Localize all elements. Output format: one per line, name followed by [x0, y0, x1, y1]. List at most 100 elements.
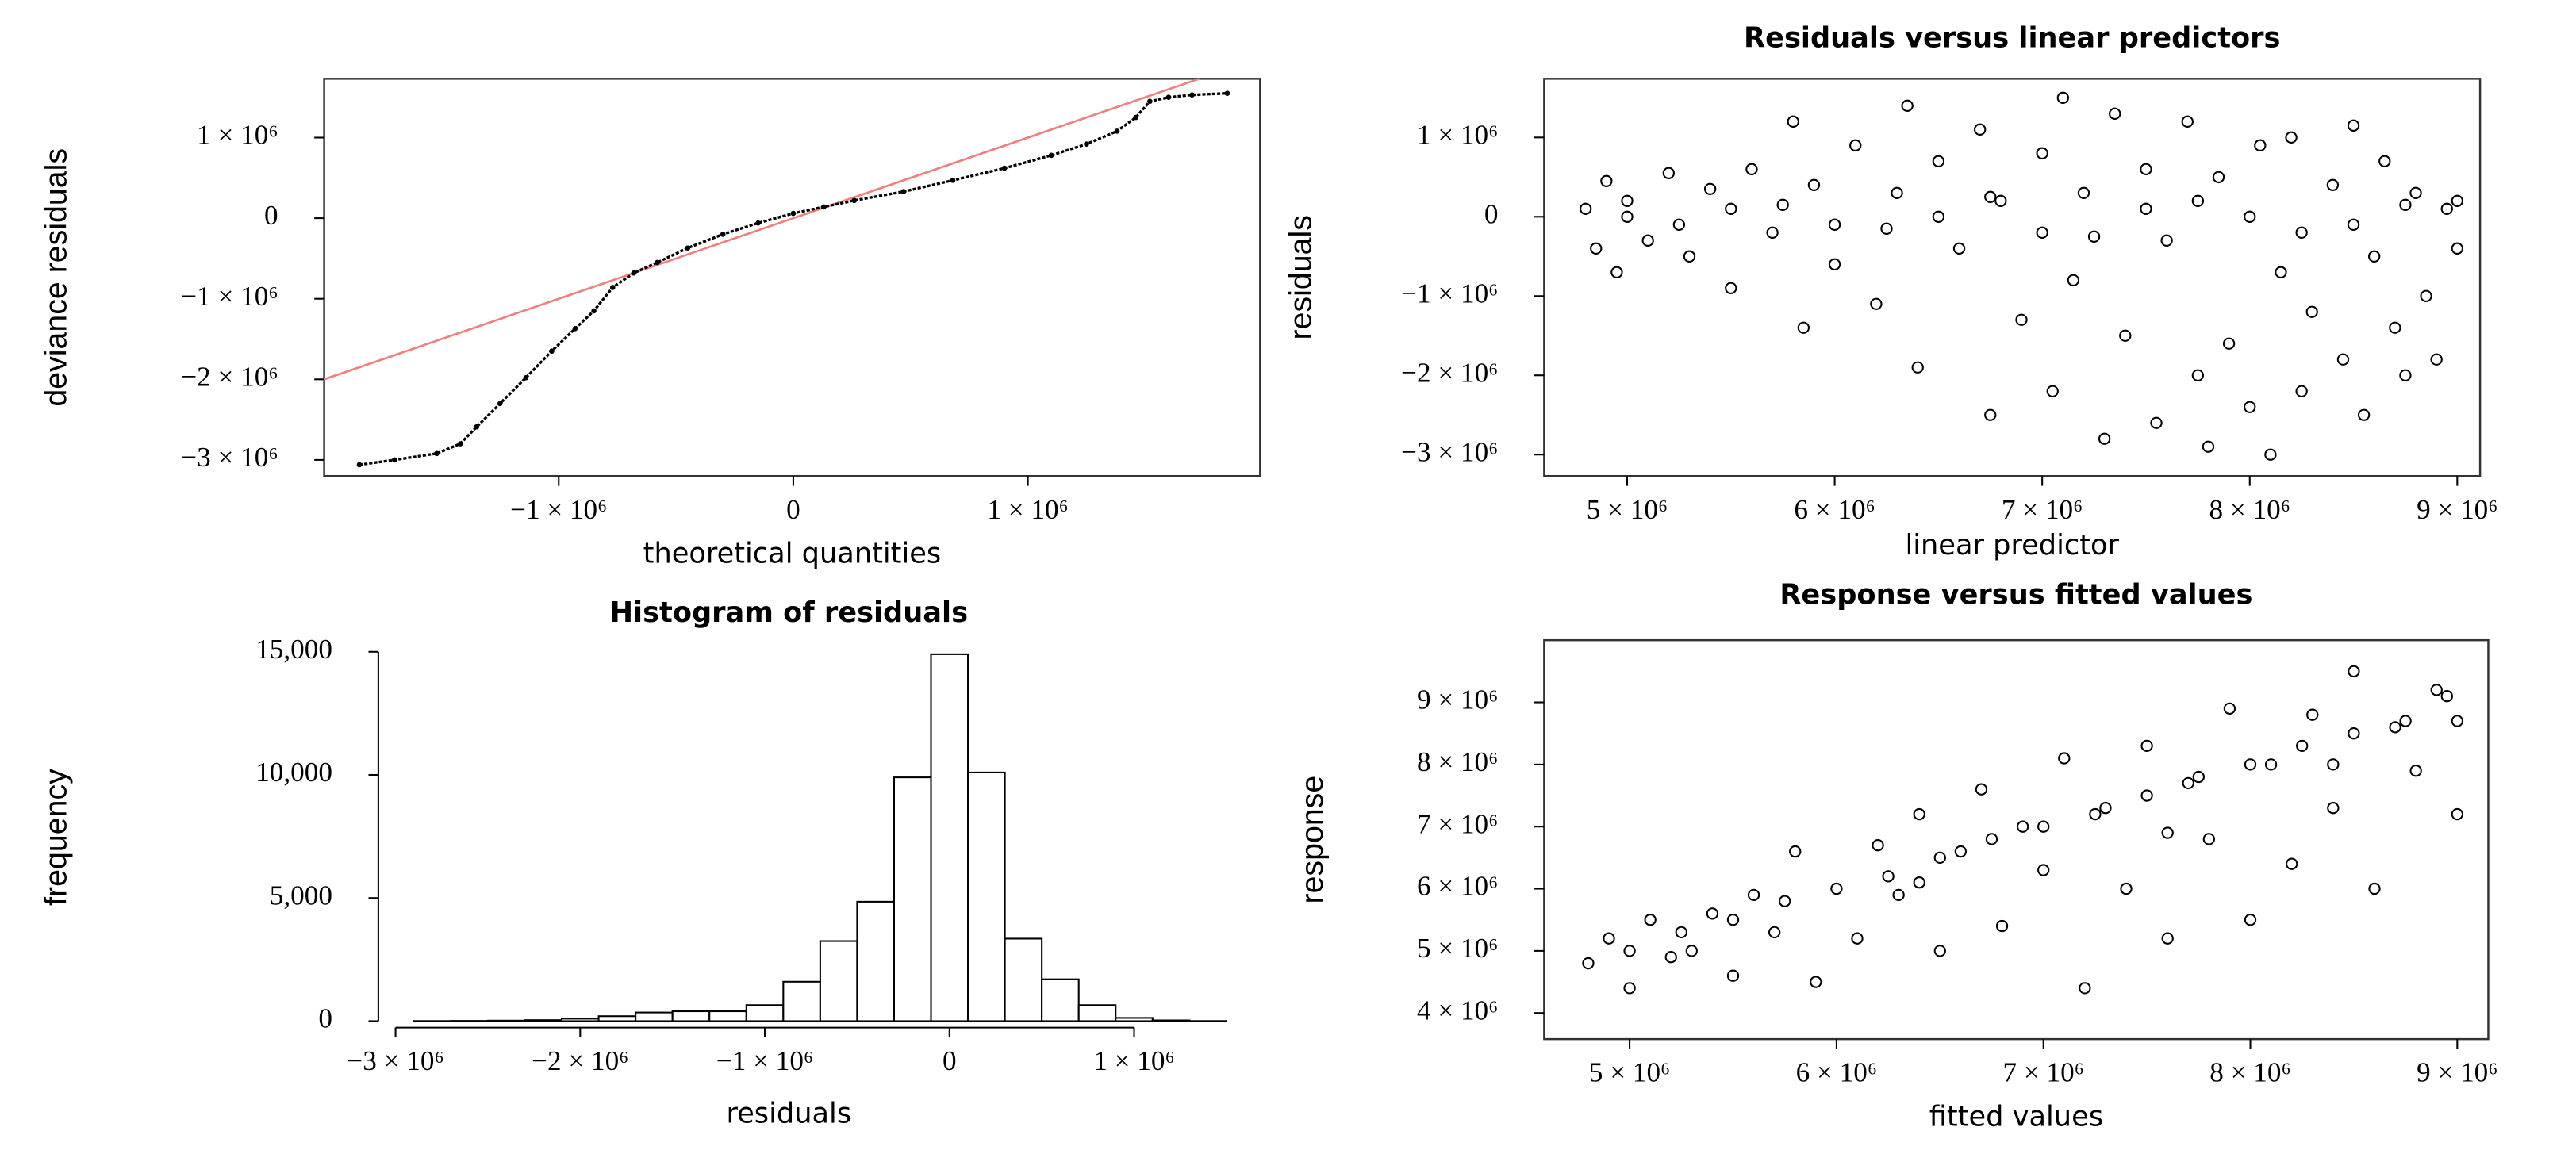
y-tick-label: −1 × 10⁶ — [1401, 278, 1498, 309]
x-tick-label: 7 × 10⁶ — [2002, 1057, 2083, 1088]
x-tick-label: −2 × 10⁶ — [532, 1045, 628, 1076]
point — [1994, 194, 2007, 207]
qq-point — [1224, 90, 1230, 96]
point — [2089, 807, 2102, 821]
x-tick-label: 5 × 10⁶ — [1589, 1057, 1670, 1088]
point — [1870, 297, 1883, 310]
point — [2368, 250, 2381, 263]
point — [1703, 182, 1717, 195]
point — [1810, 976, 1822, 988]
point — [2295, 226, 2308, 239]
point — [1797, 321, 1810, 334]
point — [2181, 115, 2194, 128]
chart-title: Histogram of residuals — [610, 596, 968, 629]
point — [2067, 274, 2080, 286]
point — [2223, 702, 2236, 715]
x-tick-label: −3 × 10⁶ — [347, 1045, 443, 1076]
histogram-bar — [1077, 1004, 1117, 1022]
point — [1913, 876, 1925, 889]
histogram-bar — [930, 653, 969, 1022]
y-tick-label: 7 × 10⁶ — [1417, 808, 1498, 839]
point — [2109, 107, 2121, 120]
point — [2420, 289, 2432, 302]
point — [2285, 131, 2298, 144]
y-tick-label: 1 × 10⁶ — [197, 120, 278, 151]
point — [2347, 119, 2360, 132]
point — [1828, 218, 1841, 231]
point — [2399, 369, 2412, 381]
point — [1828, 258, 1841, 270]
point — [2378, 155, 2391, 167]
point — [2244, 401, 2256, 413]
x-tick-label: 7 × 10⁶ — [2002, 494, 2083, 525]
point — [1600, 174, 1613, 187]
point — [2182, 776, 2194, 790]
point — [2409, 186, 2422, 199]
point — [1932, 210, 1945, 223]
histogram-bar — [597, 1015, 637, 1022]
point — [1872, 839, 1884, 852]
point — [1747, 888, 1760, 902]
point — [2212, 171, 2225, 183]
point — [2336, 353, 2350, 366]
point — [2451, 715, 2463, 727]
histogram-bar — [1004, 937, 1043, 1022]
point — [1933, 851, 1946, 865]
point — [1610, 266, 1623, 278]
x-tick-label: 0 — [786, 494, 800, 525]
point — [1954, 845, 1968, 858]
y-tick-label: 8 × 10⁶ — [1417, 746, 1498, 777]
x-axis-label: theoretical quantities — [643, 538, 942, 570]
point — [1641, 234, 1654, 247]
point — [2286, 857, 2298, 870]
point — [1725, 202, 1737, 215]
point — [1789, 845, 1802, 858]
point — [1590, 242, 1603, 255]
plot-frame — [1543, 78, 2482, 477]
histogram-bar — [708, 1010, 747, 1022]
point — [2451, 807, 2463, 821]
point — [1768, 926, 1781, 939]
point — [2161, 826, 2174, 839]
histogram-bar — [1041, 978, 1080, 1022]
point — [1807, 178, 1821, 191]
point — [2399, 198, 2412, 211]
point — [1644, 914, 1657, 926]
point — [2056, 91, 2069, 104]
point — [2036, 147, 2048, 159]
y-tick-label: 5 × 10⁶ — [1417, 933, 1498, 964]
point — [1582, 957, 1595, 970]
point — [1913, 807, 1925, 821]
x-tick-label: 8 × 10⁶ — [2209, 1057, 2290, 1088]
x-tick-label: 5 × 10⁶ — [1587, 494, 1668, 525]
point — [2264, 758, 2278, 771]
point — [2160, 234, 2173, 247]
point — [1952, 242, 1966, 255]
y-tick-label: 15,000 — [255, 634, 332, 665]
point — [1766, 226, 1779, 239]
point — [1706, 907, 1719, 920]
x-tick-label: 8 × 10⁶ — [2209, 494, 2290, 525]
y-tick-label: −3 × 10⁶ — [1401, 436, 1498, 467]
point — [1664, 951, 1677, 964]
y-tick-label: 10,000 — [255, 757, 332, 788]
x-tick-label: −1 × 10⁶ — [716, 1045, 813, 1076]
point — [2046, 385, 2059, 397]
x-tick-label: 1 × 10⁶ — [987, 494, 1068, 525]
point — [2161, 932, 2174, 945]
point — [2192, 770, 2205, 784]
point — [2295, 385, 2308, 397]
point — [2264, 448, 2277, 461]
x-tick-label: 6 × 10⁶ — [1796, 1057, 1877, 1088]
point — [2451, 194, 2463, 207]
point — [2140, 739, 2153, 753]
histogram-bar — [782, 980, 821, 1022]
x-axis-label: fitted values — [1929, 1100, 2103, 1133]
point — [2440, 202, 2453, 215]
point — [2296, 739, 2309, 753]
histogram-bar — [1151, 1019, 1191, 1022]
histogram-bar — [1115, 1017, 1154, 1022]
y-tick-label: −1 × 10⁶ — [181, 281, 278, 312]
point — [2191, 369, 2205, 381]
histogram-bar — [819, 940, 858, 1022]
